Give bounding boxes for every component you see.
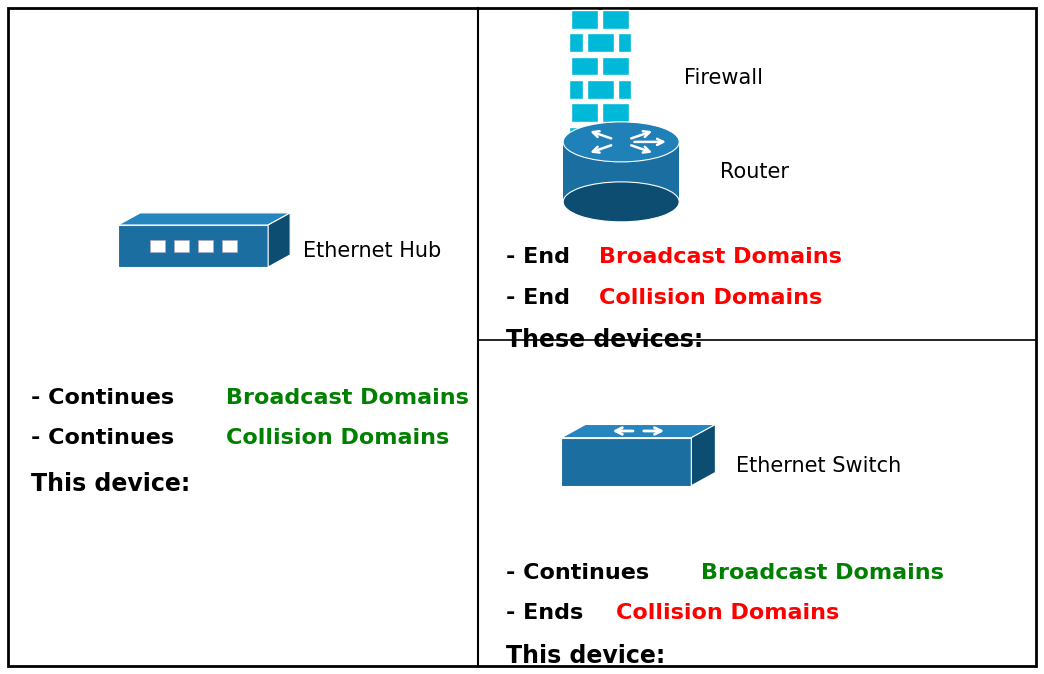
- Text: Router: Router: [720, 162, 789, 182]
- Polygon shape: [691, 425, 715, 486]
- Text: - Continues: - Continues: [506, 563, 658, 583]
- Text: - End: - End: [506, 247, 578, 268]
- Bar: [618, 33, 632, 52]
- Bar: [569, 127, 583, 145]
- Bar: [118, 225, 268, 267]
- Text: This device:: This device:: [31, 472, 191, 496]
- Text: Ethernet Hub: Ethernet Hub: [303, 241, 441, 262]
- Text: Broadcast Domains: Broadcast Domains: [599, 247, 841, 268]
- Bar: [569, 80, 583, 98]
- Text: - Continues: - Continues: [31, 388, 183, 408]
- Bar: [571, 57, 598, 75]
- Ellipse shape: [563, 182, 680, 222]
- Text: Broadcast Domains: Broadcast Domains: [226, 388, 469, 408]
- Bar: [571, 103, 598, 122]
- Text: This device:: This device:: [506, 644, 666, 668]
- Bar: [587, 127, 614, 145]
- Polygon shape: [118, 213, 290, 225]
- Ellipse shape: [563, 122, 680, 162]
- Text: Collision Domains: Collision Domains: [599, 288, 823, 308]
- Bar: [569, 33, 583, 52]
- Bar: [602, 57, 630, 75]
- Bar: [173, 240, 189, 252]
- Bar: [587, 80, 614, 98]
- Text: Broadcast Domains: Broadcast Domains: [701, 563, 944, 583]
- Text: Collision Domains: Collision Domains: [226, 428, 449, 448]
- Bar: [563, 142, 680, 202]
- Bar: [571, 10, 598, 28]
- Text: Collision Domains: Collision Domains: [616, 603, 839, 623]
- Bar: [221, 240, 237, 252]
- Bar: [602, 103, 630, 122]
- Text: - Ends: - Ends: [506, 603, 591, 623]
- Bar: [618, 80, 632, 98]
- Text: - Continues: - Continues: [31, 428, 183, 448]
- Bar: [602, 10, 630, 28]
- Text: These devices:: These devices:: [506, 328, 704, 353]
- Bar: [149, 240, 165, 252]
- Polygon shape: [562, 425, 715, 437]
- Bar: [587, 33, 614, 52]
- Text: - End: - End: [506, 288, 578, 308]
- Text: Firewall: Firewall: [684, 67, 763, 88]
- Bar: [197, 240, 213, 252]
- Bar: [618, 127, 632, 145]
- Bar: [562, 437, 691, 486]
- Text: Ethernet Switch: Ethernet Switch: [736, 456, 901, 477]
- Polygon shape: [268, 213, 290, 267]
